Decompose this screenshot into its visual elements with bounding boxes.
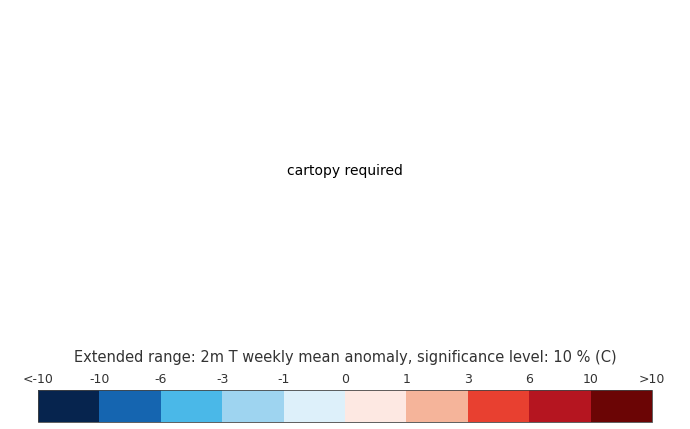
Bar (345, 390, 406, 422)
Bar (468, 390, 529, 422)
Text: -3: -3 (216, 373, 228, 386)
Bar (99, 390, 161, 422)
Text: 0: 0 (341, 373, 349, 386)
Bar (38, 390, 652, 422)
Text: -6: -6 (155, 373, 167, 386)
Text: <-10: <-10 (23, 373, 53, 386)
Text: -10: -10 (89, 373, 110, 386)
Text: 6: 6 (525, 373, 533, 386)
Text: cartopy required: cartopy required (287, 163, 403, 178)
Text: 10: 10 (582, 373, 599, 386)
Text: Extended range: 2m T weekly mean anomaly, significance level: 10 % (C): Extended range: 2m T weekly mean anomaly… (74, 350, 616, 365)
Text: 1: 1 (402, 373, 411, 386)
Bar (284, 390, 345, 422)
Bar (406, 390, 468, 422)
Bar (161, 390, 222, 422)
Text: >10: >10 (639, 373, 665, 386)
Bar (591, 390, 652, 422)
Bar (38, 390, 99, 422)
Text: 3: 3 (464, 373, 472, 386)
Bar (222, 390, 284, 422)
Bar (529, 390, 591, 422)
Text: -1: -1 (277, 373, 290, 386)
